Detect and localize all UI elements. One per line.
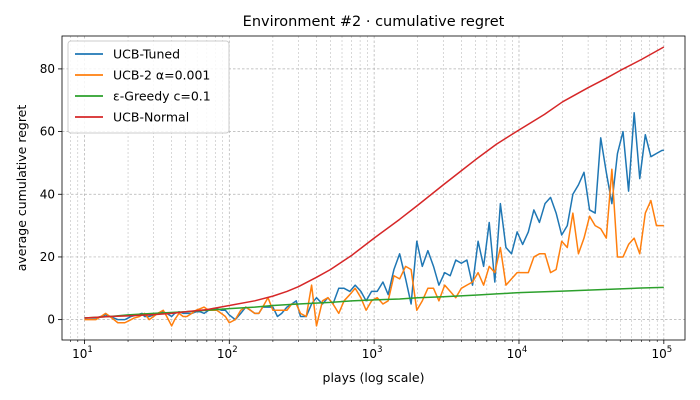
y-tick-label: 40 — [40, 187, 55, 201]
legend-label: UCB-2 α=0.001 — [113, 68, 210, 83]
legend-label: ε-Greedy c=0.1 — [113, 89, 211, 104]
y-tick-label: 0 — [47, 313, 55, 327]
series-line — [84, 168, 664, 327]
y-tick-label: 60 — [40, 125, 55, 139]
y-tick-label: 20 — [40, 250, 55, 264]
x-tick-label: 103 — [362, 345, 383, 361]
x-tick-label: 101 — [72, 345, 93, 361]
legend-label: UCB-Normal — [113, 110, 189, 125]
y-axis-label: average cumulative regret — [14, 105, 29, 272]
x-tick-label: 104 — [507, 345, 528, 361]
x-tick-label: 105 — [651, 345, 672, 361]
series-line — [84, 46, 665, 319]
chart-title: Environment #2 · cumulative regret — [243, 14, 505, 30]
legend: UCB-Tuned UCB-2 α=0.001 ε-Greedy c=0.1 UCB-… — [67, 40, 230, 134]
series-lines — [84, 46, 665, 327]
legend-label: UCB-Tuned — [113, 47, 180, 62]
x-axis-label: plays (log scale) — [323, 370, 425, 385]
plot-frame — [61, 35, 686, 341]
legend-box — [67, 40, 230, 134]
axis-ticks: 101 102 103 104 105 0 20 40 60 80 — [40, 62, 672, 361]
x-tick-label: 102 — [217, 345, 238, 361]
y-tick-label: 80 — [40, 62, 55, 76]
